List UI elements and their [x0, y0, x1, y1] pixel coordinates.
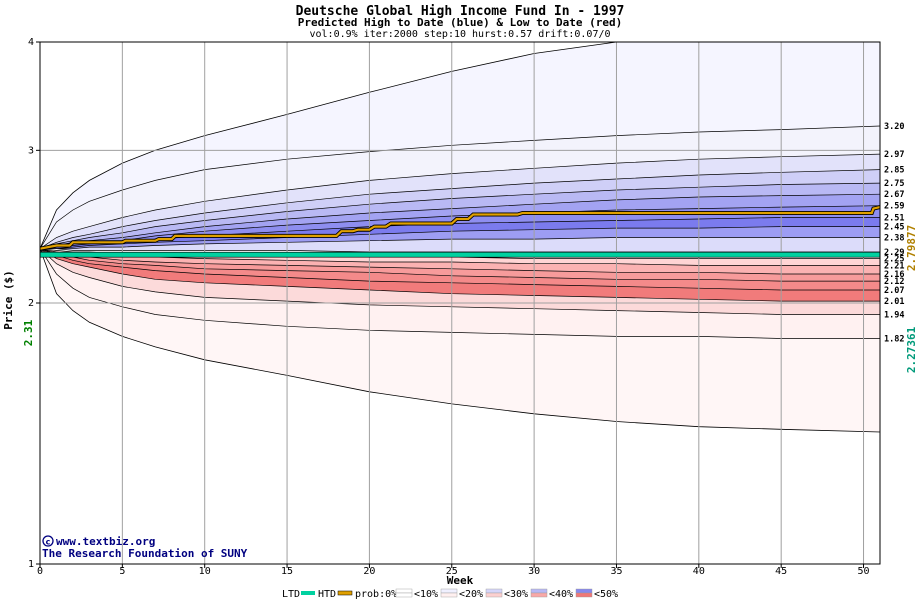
credit-website: www.textbiz.org — [56, 535, 155, 548]
band-value-label: 2.12 — [884, 277, 904, 287]
legend: LTD HTD prob:0% <10% <20% <30% <40% <50% — [282, 588, 618, 600]
band-value-label: 3.20 — [884, 122, 904, 132]
legend-ltd-label: LTD — [282, 589, 300, 600]
x-tick-label: 45 — [775, 566, 787, 577]
band-value-label: 2.16 — [884, 270, 904, 280]
band-outer-high — [40, 42, 880, 249]
band-high-3 — [40, 183, 880, 249]
x-tick-label: 5 — [119, 566, 125, 577]
x-tick-label: 25 — [446, 566, 458, 577]
copyright-icon-letter: c — [46, 538, 51, 547]
band-low-0 — [40, 248, 880, 266]
band-value-label: 2.07 — [884, 286, 904, 296]
x-tick-label: 15 — [281, 566, 293, 577]
legend-htd-label: HTD — [318, 589, 336, 600]
series-layer — [39, 205, 881, 258]
legend-swatch-high — [530, 588, 548, 594]
band-high-7 — [40, 226, 880, 249]
legend-swatch-low — [575, 592, 593, 598]
band-value-label: 2.67 — [884, 190, 904, 200]
band-value-label: 2.29 — [884, 248, 904, 258]
y-axis-label: Price ($) — [2, 270, 15, 330]
band-low-2 — [40, 248, 880, 282]
x-tick-label: 10 — [199, 566, 211, 577]
legend-item-label: <30% — [504, 589, 528, 600]
chart-subtitle: Predicted High to Date (blue) & Low to D… — [298, 16, 623, 29]
band-value-label: 1.94 — [884, 310, 904, 320]
legend-item-label: <10% — [414, 589, 438, 600]
band-outer-low — [40, 248, 880, 432]
x-tick-label: 50 — [858, 566, 870, 577]
x-tick-label: 20 — [363, 566, 375, 577]
ltd-value-label: 2.27361 — [905, 326, 918, 373]
legend-swatch-high — [440, 588, 458, 594]
band-value-label: 2.25 — [884, 255, 904, 265]
band-high-1 — [40, 154, 880, 249]
band-high-8 — [40, 237, 880, 252]
band-value-label: 2.45 — [884, 223, 904, 233]
credits: c www.textbiz.org The Research Foundatio… — [42, 535, 248, 560]
band-value-label: 2.97 — [884, 150, 904, 160]
legend-prob-label: prob:0% — [355, 589, 397, 600]
legend-item-label: <40% — [549, 589, 573, 600]
legend-swatch-low — [530, 592, 548, 598]
y-tick-label: 4 — [28, 37, 34, 48]
ltd-line — [40, 252, 880, 258]
chart-params: vol:0.9% iter:2000 step:10 hurst:0.57 dr… — [309, 29, 610, 40]
y-tick-label: 2 — [28, 298, 34, 309]
band-value-label: 2.01 — [884, 297, 904, 307]
x-tick-label: 35 — [610, 566, 622, 577]
legend-htd-swatch — [337, 590, 353, 596]
band-value-label: 2.59 — [884, 202, 904, 212]
legend-swatch-high — [485, 588, 503, 594]
legend-ltd-swatch — [301, 591, 315, 595]
band-value-label: 2.38 — [884, 233, 904, 243]
legend-item-label: <50% — [594, 589, 618, 600]
legend-swatch-low — [395, 592, 413, 598]
legend-swatch-high — [395, 588, 413, 594]
copyright-icon — [42, 535, 54, 547]
x-axis-label: Week — [447, 574, 474, 587]
start-value-label: 2.31 — [22, 319, 35, 346]
chart-title: Deutsche Global High Income Fund In - 19… — [296, 4, 625, 19]
band-value-label: 2.51 — [884, 213, 904, 223]
band-value-label: 2.85 — [884, 166, 904, 176]
legend-item-label: <20% — [459, 589, 483, 600]
y-tick-label: 3 — [28, 145, 34, 156]
tick-layer: 0 5 10 15 20 25 30 35 40 45 50 1 2 3 4 — [28, 37, 870, 577]
band-low-1 — [40, 248, 880, 274]
x-tick-label: 40 — [693, 566, 705, 577]
legend-swatch-high — [575, 588, 593, 594]
band-high-4 — [40, 194, 880, 249]
credit-organization: The Research Foundation of SUNY — [42, 547, 248, 560]
band-value-label: 1.82 — [884, 335, 904, 345]
band-label-layer: 3.20 2.97 2.85 2.752.67 2.592.512.452.38 2.29… — [884, 122, 904, 344]
x-tick-label: 30 — [528, 566, 540, 577]
band-high-5 — [40, 205, 880, 249]
band-low-6 — [40, 248, 880, 339]
band-high-6 — [40, 217, 880, 249]
band-value-label: 2.21 — [884, 261, 904, 271]
y-tick-label: 1 — [28, 559, 34, 570]
band-high-0 — [40, 126, 880, 249]
htd-line — [39, 206, 881, 250]
legend-items: <10% <20% <30% <40% <50% — [395, 588, 618, 600]
band-low-3 — [40, 248, 880, 290]
legend-swatch-low — [485, 592, 503, 598]
band-high-2 — [40, 169, 880, 249]
htd-value-label: 2.79877 — [905, 225, 918, 271]
x-tick-label: 0 — [37, 566, 43, 577]
band-low-4 — [40, 248, 880, 302]
band-value-label: 2.75 — [884, 179, 904, 189]
legend-swatch-low — [440, 592, 458, 598]
band-low-5 — [40, 248, 880, 315]
